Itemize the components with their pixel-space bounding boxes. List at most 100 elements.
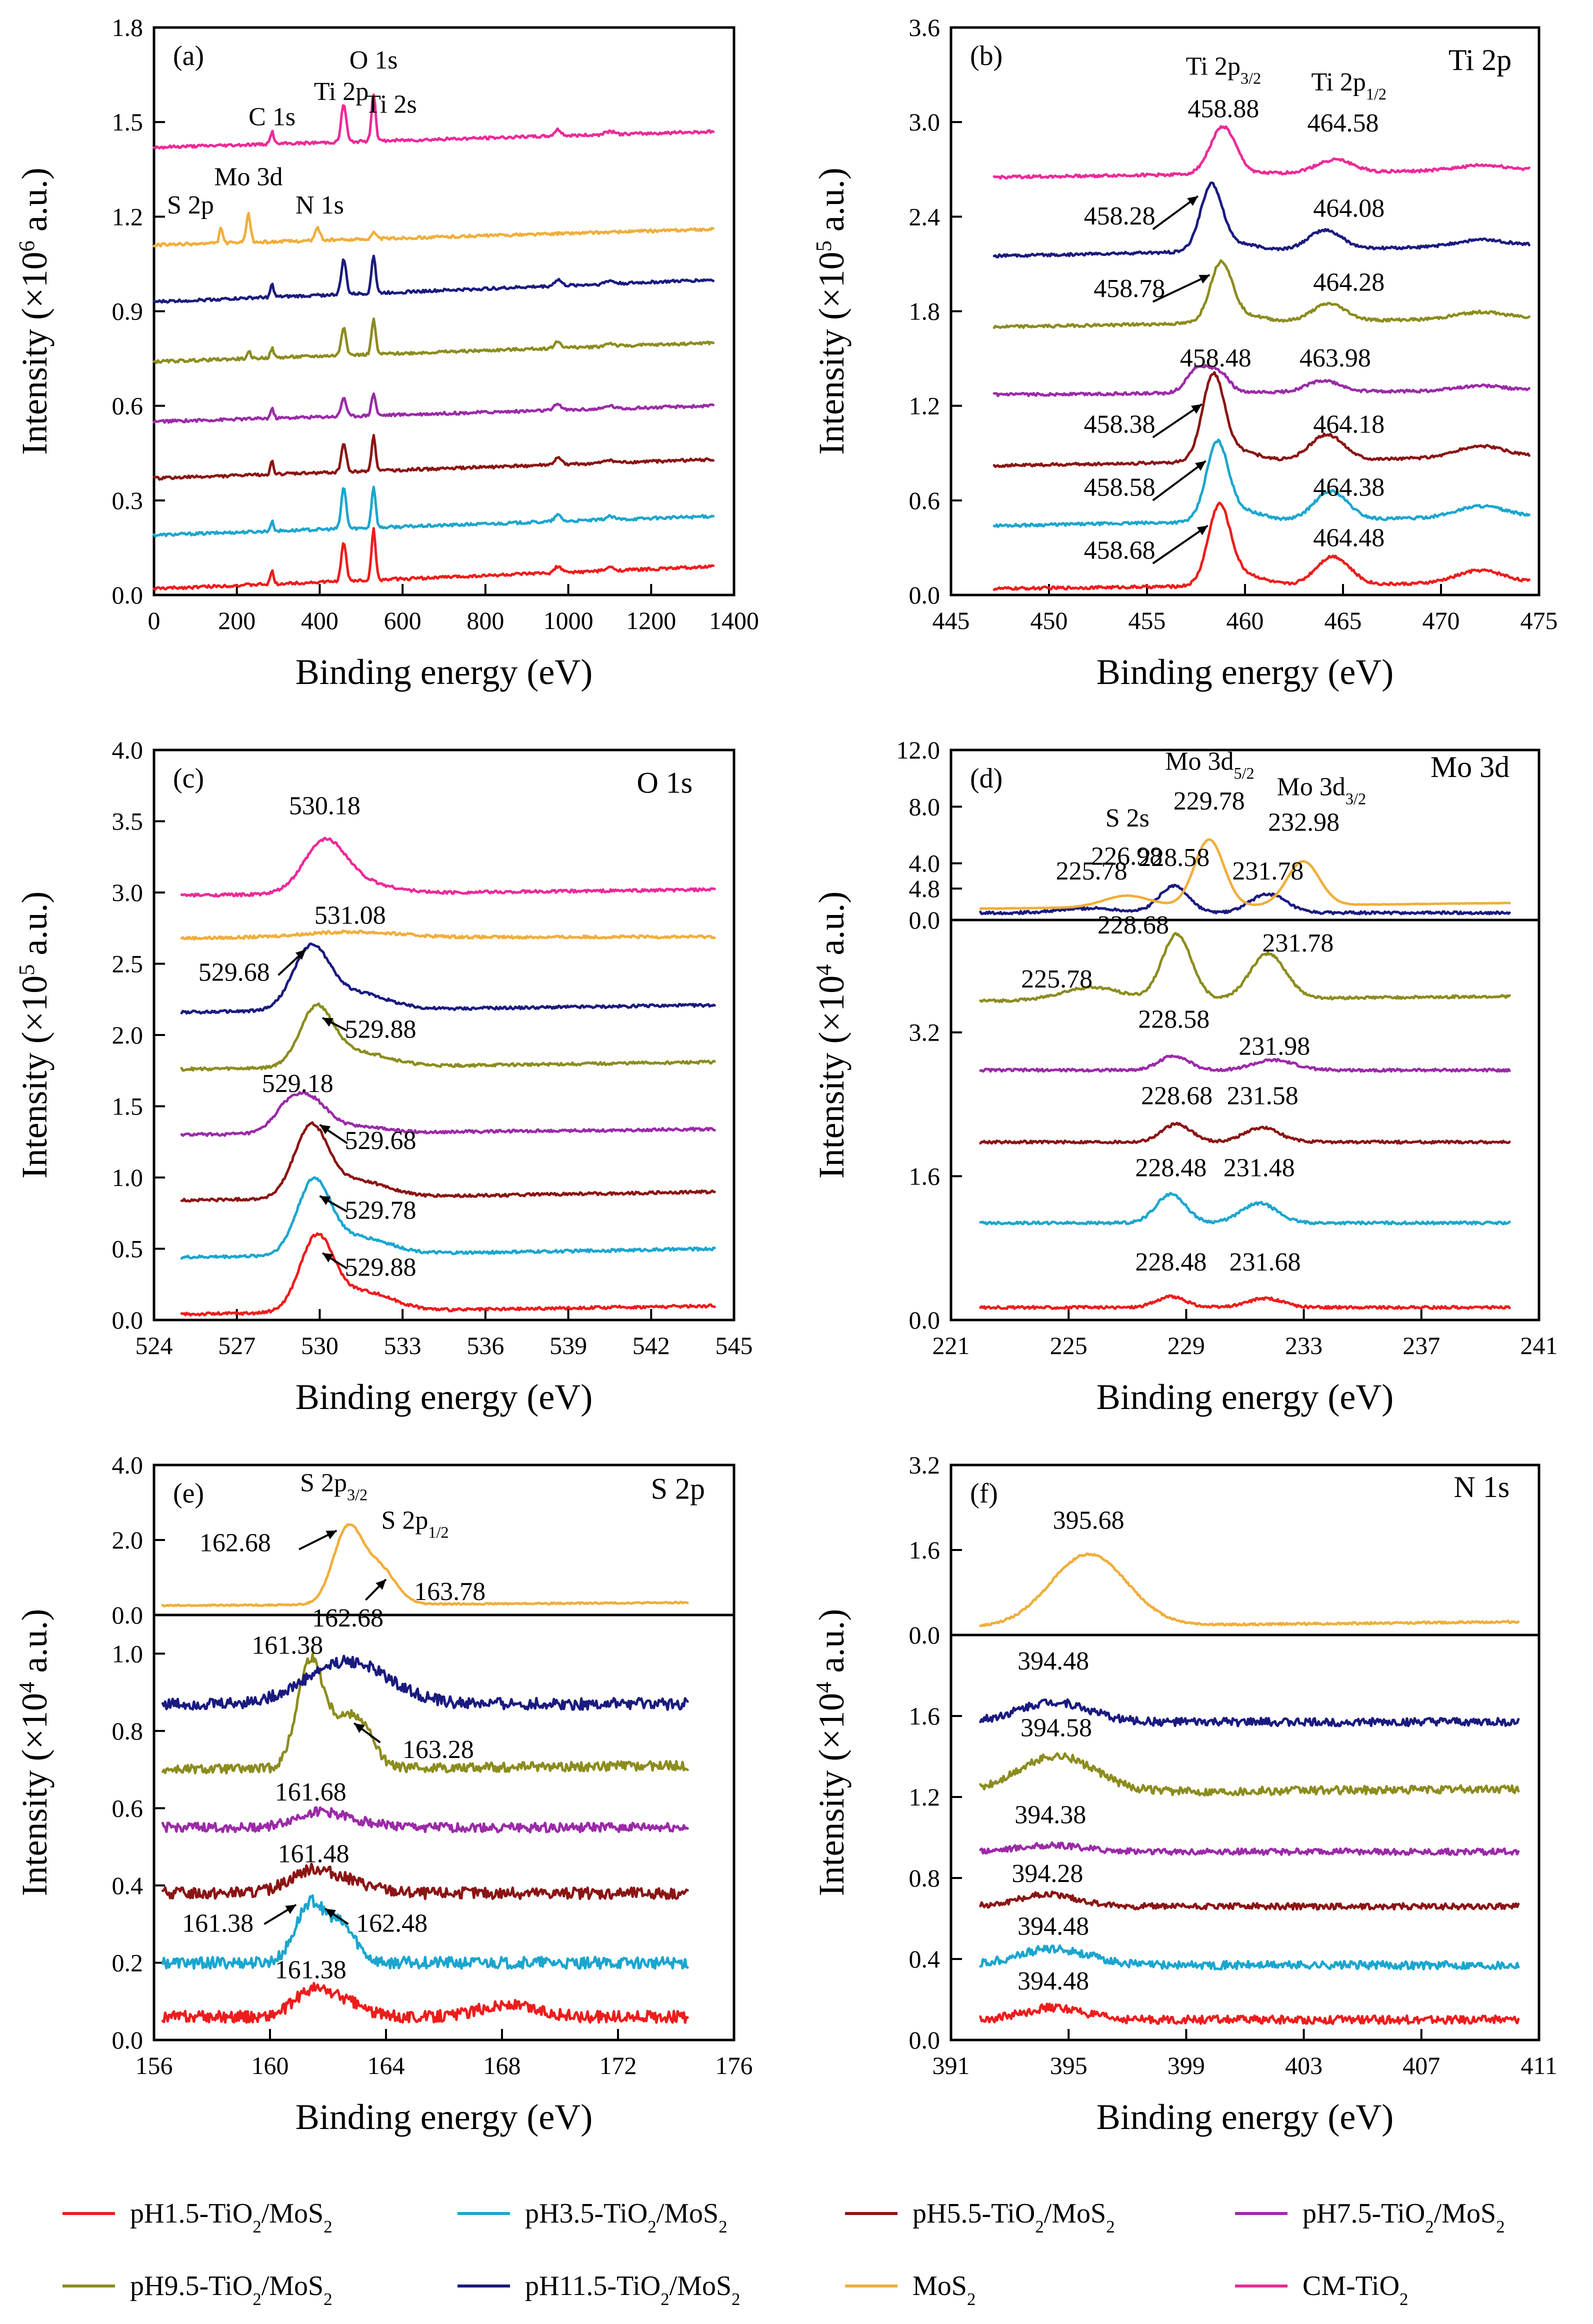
arrow-head xyxy=(376,1579,386,1590)
arrow-head xyxy=(320,1124,331,1134)
x-tick-label: 403 xyxy=(1285,2052,1322,2080)
y-tick-label: 0.9 xyxy=(112,298,144,326)
peak-label: Ti 2p3/2 xyxy=(1186,52,1262,88)
series-line xyxy=(992,364,1530,398)
x-tick-label: 533 xyxy=(384,1332,422,1360)
peak-label: 458.68 xyxy=(1084,536,1156,564)
y-tick-label: 0.6 xyxy=(112,392,144,420)
plot-frame xyxy=(152,748,736,1322)
panel-tag: (c) xyxy=(173,763,204,794)
peak-label: 228.58 xyxy=(1138,1006,1210,1034)
x-tick-label: 450 xyxy=(1030,606,1068,634)
x-axis-label: Binding energy (eV) xyxy=(1096,652,1394,692)
y-tick-label: 1.8 xyxy=(112,14,144,42)
peak-label: 458.28 xyxy=(1084,202,1156,230)
x-tick-label: 475 xyxy=(1520,606,1558,634)
peak-label: Ti 2p1/2 xyxy=(1311,68,1386,103)
series-line xyxy=(180,1176,716,1260)
peak-label: O 1s xyxy=(350,46,398,74)
peak-label: 162.48 xyxy=(356,1910,428,1938)
x-tick-label: 233 xyxy=(1285,1332,1322,1360)
series-line xyxy=(992,371,1530,468)
peak-label: 231.98 xyxy=(1238,1032,1310,1061)
y-tick-label: 2.5 xyxy=(112,950,144,978)
peak-label: 464.38 xyxy=(1313,473,1384,502)
arrow-head xyxy=(1187,196,1198,206)
y-axis-label: Intensity (×106 a.u.) xyxy=(14,168,54,455)
arrow-head xyxy=(295,950,306,960)
y-tick-label: 1.6 xyxy=(909,1162,940,1190)
peak-label: 394.48 xyxy=(1018,1912,1089,1940)
x-tick-label: 391 xyxy=(932,2052,970,2080)
x-tick-label: 800 xyxy=(466,606,504,634)
y-tick-label: 1.5 xyxy=(112,108,144,136)
peak-label: 161.38 xyxy=(252,1631,323,1660)
y-tick-label: 0.6 xyxy=(112,1794,144,1822)
legend-item: CM-TiO2 xyxy=(1235,2270,1408,2309)
peak-label: 463.98 xyxy=(1300,344,1371,372)
peak-label: Mo 3d xyxy=(214,162,282,191)
peak-label: 228.68 xyxy=(1141,1082,1212,1110)
x-tick-label: 445 xyxy=(932,606,970,634)
peak-label: 231.78 xyxy=(1262,929,1334,958)
panel-title: Ti 2p xyxy=(1448,44,1512,76)
y-tick-label: 3.5 xyxy=(112,808,144,836)
peak-label: S 2s xyxy=(1106,804,1150,832)
legend-item: pH7.5-TiO2/MoS2 xyxy=(1235,2198,1505,2236)
arrow-head xyxy=(1196,526,1208,536)
legend-label: CM-TiO2 xyxy=(1302,2270,1408,2309)
peak-label: 395.68 xyxy=(1053,1506,1124,1535)
x-tick-label: 172 xyxy=(600,2052,637,2080)
legend-item: MoS2 xyxy=(845,2270,976,2309)
panel-c: 524 527 530 533 536 539 542 545 0.0 0.5 1.0 1.5 2.0 2… xyxy=(14,736,753,1417)
peak-label: 529.78 xyxy=(344,1196,416,1225)
peak-label: 161.48 xyxy=(278,1840,350,1868)
x-tick-label: 600 xyxy=(384,606,422,634)
x-tick-label: 0 xyxy=(148,606,160,634)
arrow-head xyxy=(1198,274,1210,284)
y-tick-label: 2.0 xyxy=(112,1021,144,1049)
peak-label: 163.28 xyxy=(402,1736,474,1764)
x-tick-label: 164 xyxy=(368,2052,405,2080)
series-line xyxy=(180,1090,716,1137)
series-line xyxy=(992,181,1530,258)
arrow-head xyxy=(325,1908,336,1918)
x-axis-label: Binding energy (eV) xyxy=(296,1377,593,1417)
peak-label: 458.38 xyxy=(1084,410,1156,438)
legend-label: MoS2 xyxy=(912,2270,976,2309)
panel-b: 445 450 455 460 465 470 475 0.0 0.6 1.2 1.8 2.4 3.0 3… xyxy=(811,14,1558,692)
peak-label: 529.88 xyxy=(344,1254,416,1282)
panel-a: 0 200 400 600 800 1000 1200 1400 0.0 0.3 0.6 0.9 1.2… xyxy=(14,14,759,692)
x-tick-label: 1200 xyxy=(626,606,676,634)
peak-label: S 2p xyxy=(167,191,214,220)
x-tick-label: 156 xyxy=(136,2052,173,2080)
y-tick-label: 0.0 xyxy=(909,906,940,934)
series-line xyxy=(979,1698,1520,1728)
peak-label: 228.68 xyxy=(1098,911,1169,940)
x-axis-label: Binding energy (eV) xyxy=(1096,2097,1394,2137)
peak-label: 162.68 xyxy=(312,1604,384,1632)
peak-label: S 2p1/2 xyxy=(381,1506,448,1542)
series-line xyxy=(979,1944,1520,1970)
arrow-head xyxy=(354,1723,365,1733)
series-line xyxy=(152,212,715,248)
peak-label: 161.38 xyxy=(182,1910,254,1938)
peak-label: 163.78 xyxy=(414,1578,486,1606)
y-tick-label: 0.0 xyxy=(112,1601,144,1629)
y-tick-label: 4.8 xyxy=(909,874,940,902)
peak-label: 531.08 xyxy=(314,902,386,930)
y-axis-label: Intensity (×105 a.u.) xyxy=(14,892,54,1179)
panel-title: Mo 3d xyxy=(1430,750,1510,784)
series-line xyxy=(979,1841,1520,1856)
peak-label: 529.88 xyxy=(344,1016,416,1044)
arrow-head xyxy=(1190,404,1202,414)
arrow-head xyxy=(320,1196,331,1206)
y-tick-label: 1.8 xyxy=(909,298,940,326)
y-tick-label: 0.8 xyxy=(112,1717,144,1745)
y-tick-label: 12.0 xyxy=(896,736,940,764)
x-tick-label: 545 xyxy=(716,1332,753,1360)
y-tick-label: 4.0 xyxy=(112,1451,144,1479)
y-tick-label: 2.4 xyxy=(909,202,940,230)
x-tick-label: 527 xyxy=(218,1332,256,1360)
